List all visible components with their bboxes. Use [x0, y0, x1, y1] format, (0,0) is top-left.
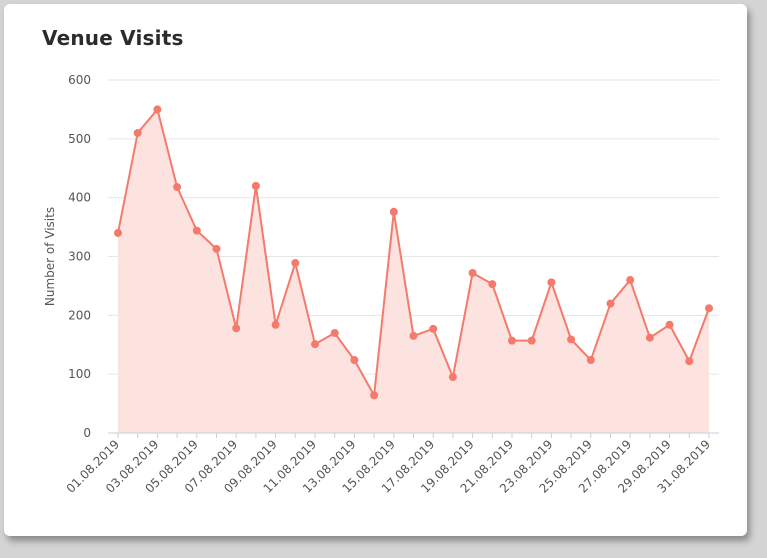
- data-point: [251, 181, 260, 190]
- y-tick-label: 100: [68, 367, 91, 381]
- data-point: [271, 320, 280, 329]
- data-point: [291, 258, 300, 267]
- data-points: [114, 105, 713, 400]
- data-point: [389, 207, 398, 216]
- data-point: [133, 128, 142, 137]
- data-point: [153, 105, 162, 114]
- y-tick-label: 400: [68, 191, 91, 205]
- y-axis-label: Number of Visits: [43, 207, 57, 306]
- y-tick-label: 300: [68, 250, 91, 264]
- chart-title: Venue Visits: [42, 26, 184, 50]
- data-point: [212, 244, 221, 253]
- data-point: [567, 335, 576, 344]
- axes: [108, 432, 719, 438]
- data-point: [468, 268, 477, 277]
- data-point: [645, 333, 654, 342]
- data-point: [429, 324, 438, 333]
- area-layer: [118, 109, 709, 434]
- data-point: [448, 373, 457, 382]
- data-point: [547, 278, 556, 287]
- data-point: [370, 391, 379, 400]
- data-point: [586, 356, 595, 365]
- data-point: [665, 320, 674, 329]
- data-point: [311, 340, 319, 349]
- data-point: [626, 276, 635, 285]
- data-point: [330, 328, 339, 337]
- data-point: [508, 336, 516, 345]
- data-point: [409, 331, 418, 340]
- data-point: [527, 336, 536, 345]
- data-point: [705, 304, 713, 313]
- data-point: [114, 228, 122, 237]
- y-tick-label: 200: [68, 308, 91, 322]
- data-point: [192, 226, 201, 235]
- data-point: [606, 299, 615, 308]
- data-point: [173, 183, 182, 192]
- data-point: [488, 280, 497, 289]
- area-fill: [118, 109, 709, 434]
- data-point: [232, 324, 241, 333]
- data-point: [685, 357, 694, 366]
- y-tick-label: 0: [83, 426, 91, 440]
- y-tick-label: 500: [68, 132, 91, 146]
- y-tick-label: 600: [68, 73, 91, 87]
- data-point: [350, 356, 359, 365]
